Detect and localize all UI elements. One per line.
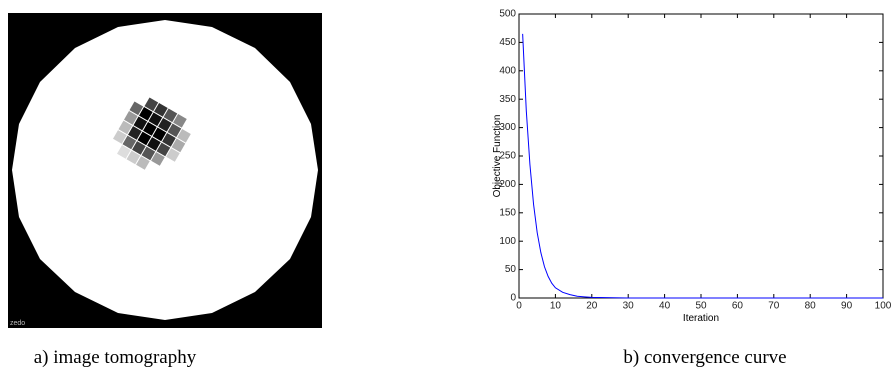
x-tick-label: 0 (516, 301, 522, 312)
y-tick-label: 250 (499, 151, 516, 162)
x-axis-label: Iteration (683, 313, 719, 324)
caption: a) image tomography (34, 347, 197, 368)
corner-label: zedo (10, 320, 25, 327)
domain-circle (12, 20, 318, 320)
x-tick-label: 40 (659, 301, 671, 312)
y-tick-label: 300 (499, 122, 516, 133)
y-tick-label: 100 (499, 236, 516, 247)
x-tick-label: 20 (586, 301, 598, 312)
y-tick-label: 450 (499, 37, 516, 48)
x-tick-label: 90 (841, 301, 853, 312)
y-tick-label: 500 (499, 9, 516, 20)
y-tick-label: 50 (505, 264, 517, 275)
y-tick-label: 400 (499, 65, 516, 76)
x-tick-label: 50 (695, 301, 707, 312)
y-tick-label: 350 (499, 94, 516, 105)
x-tick-label: 30 (623, 301, 635, 312)
tomography-image: zedo (8, 13, 322, 328)
page: zedo a) image tomography b) convergence … (0, 0, 891, 372)
y-tick-label: 200 (499, 179, 516, 190)
figure: zedo a) image tomography b) convergence … (0, 0, 891, 372)
caption: b) convergence curve (623, 347, 786, 368)
x-tick-label: 100 (875, 301, 891, 312)
y-tick-label: 150 (499, 207, 516, 218)
x-tick-label: 70 (768, 301, 780, 312)
x-tick-label: 80 (805, 301, 817, 312)
x-tick-label: 60 (732, 301, 744, 312)
x-tick-label: 10 (550, 301, 562, 312)
plot-area (519, 14, 883, 298)
